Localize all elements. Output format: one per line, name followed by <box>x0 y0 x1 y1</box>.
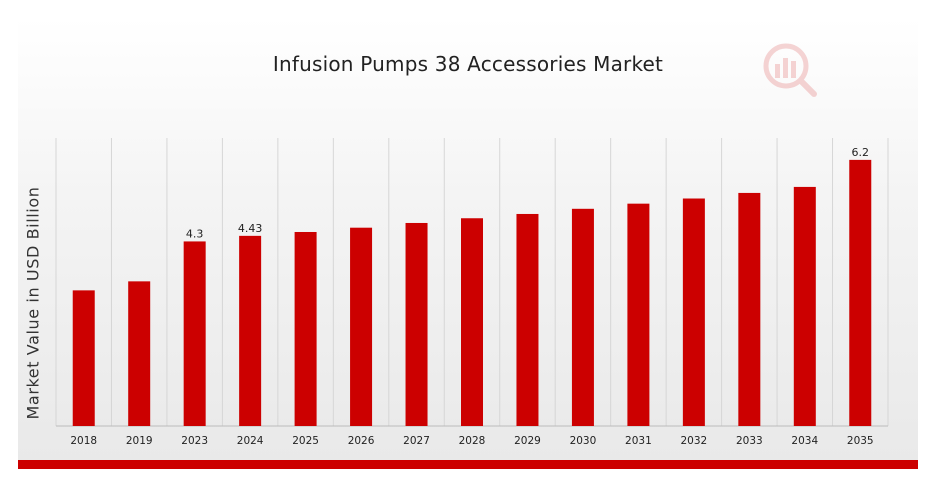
x-tick-label: 2018 <box>70 435 97 447</box>
x-tick-label: 2034 <box>791 435 818 447</box>
data-labels: 4.3 4.43 6.2 <box>186 146 869 241</box>
bar <box>461 218 483 426</box>
x-tick-label: 2025 <box>292 435 319 447</box>
bars <box>72 159 872 426</box>
data-label: 4.3 <box>186 227 204 240</box>
x-tick-label: 2033 <box>736 435 763 447</box>
x-tick-labels: 2018 2019 2023 2024 2025 2026 2027 2028 2029 2030… <box>70 435 873 447</box>
bar <box>627 203 650 426</box>
bar <box>405 222 428 426</box>
footer-accent-bar <box>18 460 918 469</box>
chart-card: Infusion Pumps 38 Accessories Market Mar… <box>18 18 918 460</box>
data-label: 4.43 <box>238 222 263 235</box>
bar <box>183 241 206 426</box>
bar <box>571 208 594 426</box>
data-label: 6.2 <box>852 146 870 159</box>
x-tick-label: 2019 <box>126 435 153 447</box>
chart-title: Infusion Pumps 38 Accessories Market <box>272 52 664 76</box>
x-tick-label: 2035 <box>847 435 874 447</box>
brand-logo-icon <box>763 43 817 97</box>
bar <box>516 213 539 426</box>
x-tick-label: 2032 <box>680 435 707 447</box>
x-tick-label: 2026 <box>348 435 375 447</box>
x-tick-label: 2027 <box>403 435 430 447</box>
bar <box>738 192 761 426</box>
bar <box>682 198 705 426</box>
bar <box>72 290 95 426</box>
x-tick-label: 2029 <box>514 435 541 447</box>
bar <box>239 235 262 426</box>
x-tick-label: 2023 <box>181 435 208 447</box>
bar-chart-plot: 4.3 4.436.2 2018 2019 2023 2024 2025 2026 2027 2… <box>55 138 889 447</box>
bar <box>350 227 373 426</box>
x-tick-label: 2028 <box>459 435 486 447</box>
x-tick-label: 2024 <box>237 435 264 447</box>
bar <box>793 186 816 426</box>
bar <box>294 231 317 426</box>
bar <box>128 281 151 426</box>
x-tick-label: 2031 <box>625 435 652 447</box>
bar <box>849 159 872 426</box>
x-tick-label: 2030 <box>570 435 597 447</box>
